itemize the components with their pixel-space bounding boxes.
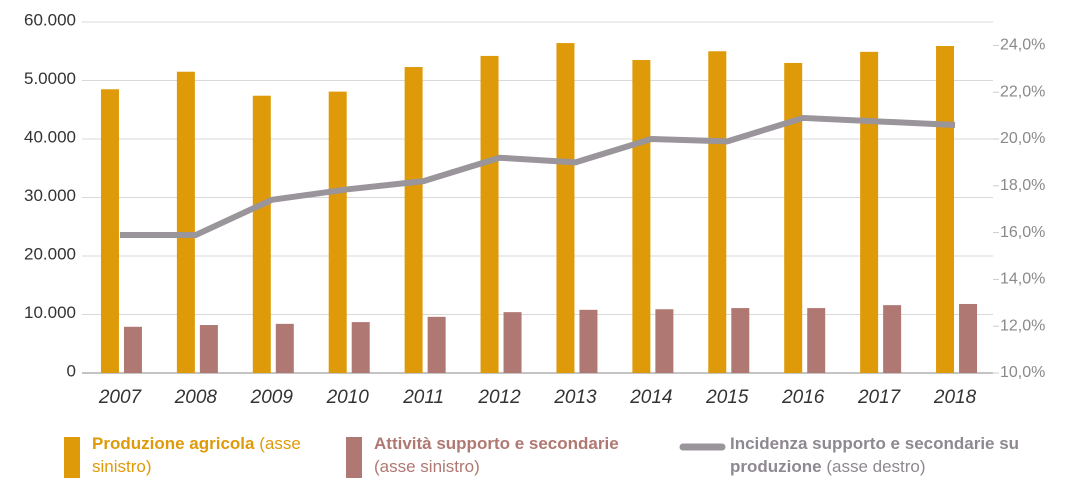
x-tick-label: 2008 <box>174 387 218 408</box>
legend-swatch <box>64 437 80 478</box>
x-tick-label: 2017 <box>857 387 902 408</box>
bar <box>632 60 651 374</box>
bar <box>252 95 271 374</box>
legend-note: (asse sinistro) <box>374 457 480 476</box>
bar <box>936 45 955 374</box>
y-tick-label: 40.000 <box>24 127 76 146</box>
y2-tick-label: 10,0% <box>1000 364 1045 381</box>
x-tick-label: 2014 <box>629 387 672 408</box>
bar <box>427 316 446 373</box>
y2-tick-label: 14,0% <box>1000 271 1045 288</box>
y-tick-label: 10.000 <box>24 303 76 322</box>
bar <box>860 51 879 374</box>
bar <box>807 308 826 373</box>
bar <box>959 303 978 373</box>
legend-entry: Attività supporto e secondarie (asse sin… <box>374 432 664 478</box>
y-tick-label: 30.000 <box>24 186 76 205</box>
x-tick-label: 2010 <box>326 387 370 408</box>
x-tick-label: 2012 <box>477 387 521 408</box>
bar <box>123 326 142 373</box>
bar <box>176 71 195 373</box>
legend-entry: Incidenza supporto e secondarie su produ… <box>730 432 1065 478</box>
bar <box>351 322 370 373</box>
y-tick-label: 20.000 <box>24 244 76 263</box>
bar <box>579 309 598 373</box>
legend-label: Incidenza supporto e secondarie su produ… <box>730 434 1020 476</box>
y2-tick-label: 18,0% <box>1000 177 1045 194</box>
x-tick-label: 2015 <box>705 387 749 408</box>
x-tick-label: 2013 <box>553 387 597 408</box>
bar <box>275 323 294 373</box>
y2-tick-label: 12,0% <box>1000 317 1045 334</box>
bar <box>556 43 575 374</box>
bar <box>708 51 727 373</box>
y-tick-label: 60.000 <box>24 10 76 29</box>
y2-tick-label: 16,0% <box>1000 224 1045 241</box>
bar <box>480 55 499 374</box>
y-tick-label: 5.0000 <box>24 69 76 88</box>
bar <box>655 309 674 373</box>
y2-tick-label: 20,0% <box>1000 130 1045 147</box>
legend-entry: Produzione agricola (asse sinistro) <box>92 432 322 478</box>
x-tick-label: 2016 <box>781 387 825 408</box>
x-tick-label: 2009 <box>250 387 294 408</box>
bar <box>328 91 347 374</box>
y-tick-label: 0 <box>67 361 76 380</box>
legend-label: Attività supporto e secondarie <box>374 434 619 453</box>
legend-note: (asse destro) <box>826 457 926 476</box>
bar <box>784 62 803 373</box>
bar <box>731 308 750 373</box>
legend-label: Produzione agricola <box>92 434 255 453</box>
y2-tick-label: 24,0% <box>1000 37 1045 54</box>
x-tick-label: 2018 <box>933 387 977 408</box>
y2-tick-label: 22,0% <box>1000 83 1045 100</box>
bar <box>404 67 423 374</box>
bar <box>503 312 522 373</box>
legend-note: (asse sinistro) <box>92 434 301 476</box>
bar <box>199 325 218 373</box>
x-tick-label: 2007 <box>98 387 143 408</box>
bar <box>100 89 119 374</box>
bar <box>883 305 902 373</box>
legend-swatch <box>346 437 362 478</box>
line <box>119 114 956 238</box>
x-tick-label: 2011 <box>402 387 444 408</box>
